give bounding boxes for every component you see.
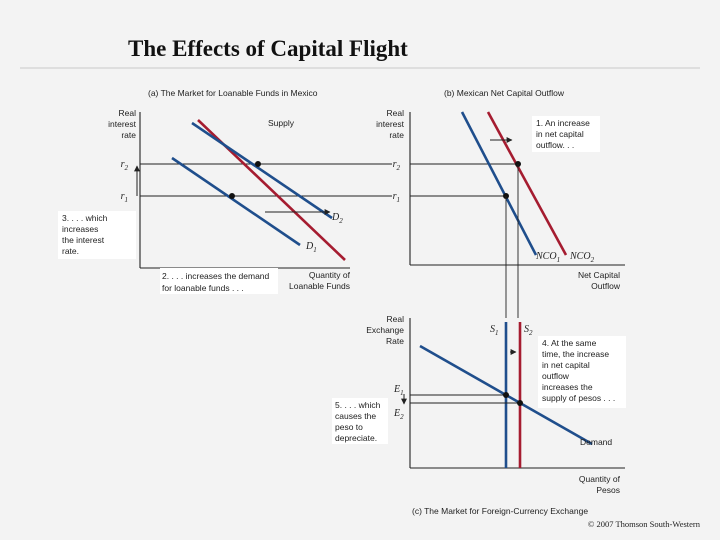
panel-c-supply-note-5: increases the: [542, 382, 593, 392]
panel-c-depreciate-note-1: 5. . . . which: [335, 400, 381, 410]
panel-c-e2-label: E2: [393, 408, 404, 421]
panel-c-y-label-3: Rate: [386, 336, 404, 346]
panel-a-demand-note-box: [160, 268, 278, 294]
panel-c-x-label-2: Pesos: [596, 485, 620, 495]
panel-b-y-label-1: Real: [387, 108, 405, 118]
panel-a-interest-note-3: the interest: [62, 235, 105, 245]
panel-c-depreciate-note-3: peso to: [335, 422, 363, 432]
panel-a-y-label-2: interest: [108, 119, 137, 129]
panel-c-y-label-2: Exchange: [366, 325, 404, 335]
panel-a-new-equilibrium-dot: [255, 161, 261, 167]
panel-a-demand-d2-curve: [191, 121, 333, 220]
panel-c-demand-label: Demand: [580, 437, 612, 447]
panel-b: (b) Mexican Net Capital Outflow Real int…: [376, 88, 625, 318]
panel-a-x-label-1: Quantity of: [309, 270, 351, 280]
slide-title: The Effects of Capital Flight: [128, 36, 408, 61]
panel-b-nco1-curve: [460, 111, 538, 256]
panel-c-caption: (c) The Market for Foreign-Currency Exch…: [412, 506, 588, 516]
panel-b-increase-note-box: [532, 116, 600, 152]
panel-a-x-label-2: Loanable Funds: [289, 281, 350, 291]
panel-b-caption: (b) Mexican Net Capital Outflow: [444, 88, 565, 98]
panel-b-r2-label: r2: [393, 159, 401, 172]
panel-c-s1-label: S1: [490, 324, 499, 337]
panel-a-caption: (a) The Market for Loanable Funds in Mex…: [148, 88, 318, 98]
panel-c-supply-note-box: [538, 336, 626, 408]
panel-c-supply-note-4: outflow: [542, 371, 570, 381]
copyright: © 2007 Thomson South-Western: [588, 519, 701, 529]
panel-b-x-label-2: Outflow: [591, 281, 621, 291]
panel-b-x-label-1: Net Capital: [578, 270, 620, 280]
panel-b-nco2-label: NCO2: [569, 251, 595, 264]
panel-a-d1-label: D1: [305, 241, 317, 254]
panel-c-new-equilibrium-dot: [517, 400, 523, 406]
panel-a-interest-note-2: increases: [62, 224, 98, 234]
panel-a-demand-d1-curve: [171, 156, 301, 247]
panel-b-increase-note-1: 1. An increase: [536, 118, 590, 128]
panel-a-y-label-1: Real: [119, 108, 137, 118]
panel-c-supply-note-1: 4. At the same: [542, 338, 597, 348]
panel-c-x-label-1: Quantity of: [579, 474, 621, 484]
panel-a-old-equilibrium-dot: [229, 193, 235, 199]
panel-c-depreciate-note-4: depreciate.: [335, 433, 377, 443]
panel-a-r2-label: r2: [121, 159, 129, 172]
panel-b-increase-note-3: outflow. . .: [536, 140, 574, 150]
panel-a-d2-label: D2: [331, 212, 343, 225]
panel-b-increase-note-2: in net capital: [536, 129, 584, 139]
panel-a-interest-note-box: [58, 211, 136, 259]
panel-b-y-label-2: interest: [376, 119, 405, 129]
panel-b-r1-label: r1: [393, 191, 400, 204]
panel-a-demand-note-2: for loanable funds . . .: [162, 283, 244, 293]
panel-c-depreciate-note-box: [332, 398, 388, 444]
panel-c-y-label-1: Real: [387, 314, 405, 324]
panel-b-nco1-label: NCO1: [535, 251, 560, 264]
panel-c: Real Exchange Rate S1 S2 Demand E1 E2 4.: [332, 314, 626, 516]
panel-c-supply-note-6: supply of pesos . . .: [542, 393, 615, 403]
panel-a-r1-label: r1: [121, 191, 128, 204]
panel-a-interest-note-1: 3. . . . which: [62, 213, 108, 223]
panel-c-depreciate-note-2: causes the: [335, 411, 376, 421]
panel-c-old-equilibrium-dot: [503, 392, 509, 398]
panel-a: (a) The Market for Loanable Funds in Mex…: [58, 88, 392, 294]
panel-a-demand-note-1: 2. . . . increases the demand: [162, 271, 270, 281]
panel-c-supply-note-3: in net capital: [542, 360, 590, 370]
panel-c-e1-label: E1: [393, 384, 404, 397]
panel-a-y-label-3: rate: [121, 130, 136, 140]
panel-c-s2-label: S2: [524, 324, 533, 337]
panel-b-y-label-3: rate: [389, 130, 404, 140]
panel-a-supply-label: Supply: [268, 118, 295, 128]
panel-a-interest-note-4: rate.: [62, 246, 79, 256]
panel-c-supply-note-2: time, the increase: [542, 349, 609, 359]
panel-b-nco2-curve: [486, 111, 568, 256]
